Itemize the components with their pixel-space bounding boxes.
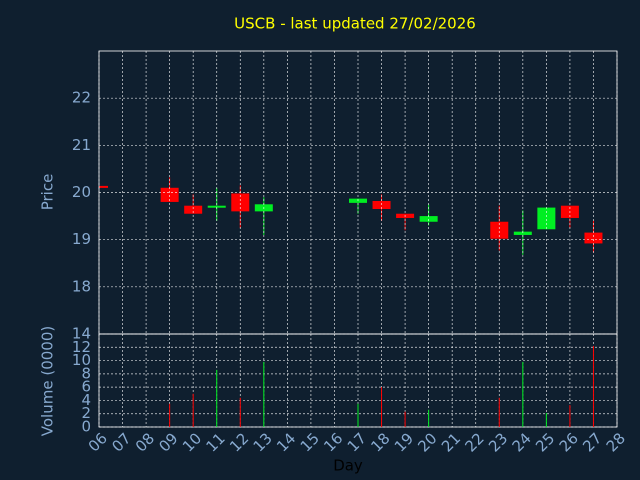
x-axis-label: Day	[333, 457, 363, 475]
candle-body	[537, 207, 556, 230]
candle-body	[513, 231, 532, 235]
y-tick-label: 14	[72, 325, 91, 343]
candle-body	[184, 205, 203, 214]
y-tick-label: 19	[72, 230, 91, 248]
y-axis-label: Volume (0000)	[39, 326, 57, 436]
volume-bar	[192, 393, 194, 427]
candle-body	[207, 205, 226, 208]
y-tick-label: 18	[72, 277, 91, 295]
y-tick-label: 4	[81, 391, 91, 409]
y-tick-label: 12	[72, 338, 91, 356]
candle-body	[231, 193, 250, 212]
volume-bar	[381, 387, 383, 427]
candle-body	[584, 232, 603, 244]
chart-title: USCB - last updated 27/02/2026	[234, 15, 476, 33]
volume-bar	[263, 361, 265, 427]
volume-bar	[428, 409, 430, 427]
volume-bar	[569, 405, 571, 427]
y-tick-label: 22	[72, 89, 91, 107]
y-tick-label: 10	[72, 351, 91, 369]
volume-bar	[522, 361, 524, 427]
y-tick-label: 8	[81, 364, 91, 382]
volume-bar	[592, 345, 594, 427]
y-tick-label: 0	[81, 418, 91, 436]
candle-body	[99, 185, 108, 188]
volume-bar	[216, 369, 218, 427]
candle-body	[490, 221, 509, 239]
y-axis-label: Price	[39, 174, 57, 211]
volume-bar	[169, 403, 171, 427]
volume-bar	[545, 413, 547, 427]
candle-body	[160, 187, 179, 202]
y-tick-label: 20	[72, 183, 91, 201]
volume-bar	[239, 397, 241, 427]
volume-bar	[404, 411, 406, 427]
y-tick-label: 6	[81, 378, 91, 396]
volume-bar	[498, 397, 500, 427]
y-tick-label: 21	[72, 136, 91, 154]
candle-body	[419, 216, 438, 222]
y-tick-label: 2	[81, 404, 91, 422]
volume-bar	[357, 403, 359, 427]
